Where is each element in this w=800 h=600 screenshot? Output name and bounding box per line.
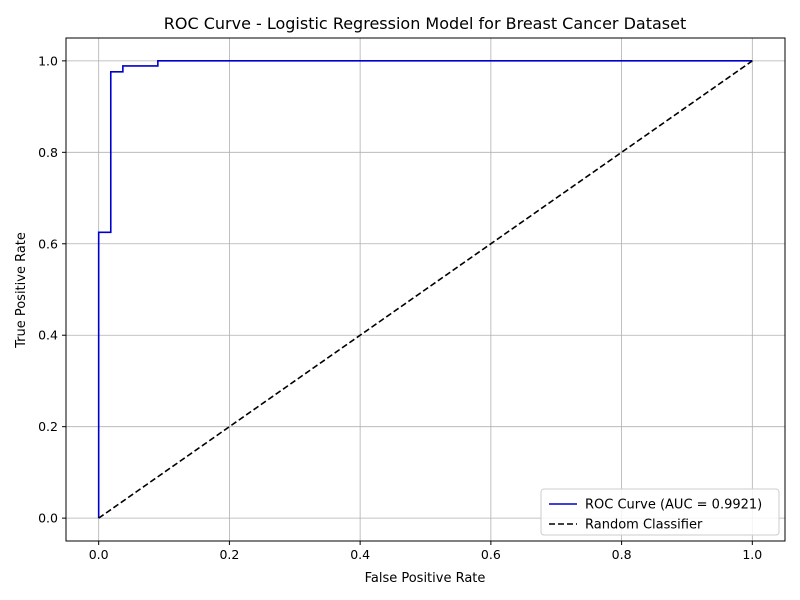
y-tick-label: 0.2 [38,419,58,434]
axis-ticks: 0.0 0.2 0.4 0.6 0.8 1.0 0.0 0.2 0.4 0.6 0.8 1.0 [38,53,762,562]
x-tick-label: 1.0 [742,547,762,562]
y-tick-label: 0.0 [38,511,58,526]
y-axis-label: True Positive Rate [14,232,29,349]
x-tick-label: 0.2 [219,547,239,562]
y-tick-label: 0.4 [38,328,58,343]
x-tick-label: 0.8 [612,547,632,562]
x-tick-label: 0.6 [481,547,501,562]
legend-entry: Random Classifier [585,518,703,533]
y-tick-label: 0.8 [38,145,58,160]
chart-title: ROC Curve - Logistic Regression Model fo… [164,14,687,33]
legend-entry: ROC Curve (AUC = 0.9921) [585,498,762,513]
x-axis-label: False Positive Rate [365,571,486,586]
plot-frame [65,37,786,542]
y-tick-label: 1.0 [38,53,58,68]
y-tick-label: 0.6 [38,236,58,251]
x-tick-label: 0.0 [89,547,109,562]
x-tick-label: 0.4 [350,547,370,562]
roc-curve-line [97,60,753,519]
legend-box [540,488,780,536]
series-layer [97,60,753,519]
random-classifier-line [98,60,753,519]
legend: ROC Curve (AUC = 0.9921) Random Classifie… [540,488,780,536]
